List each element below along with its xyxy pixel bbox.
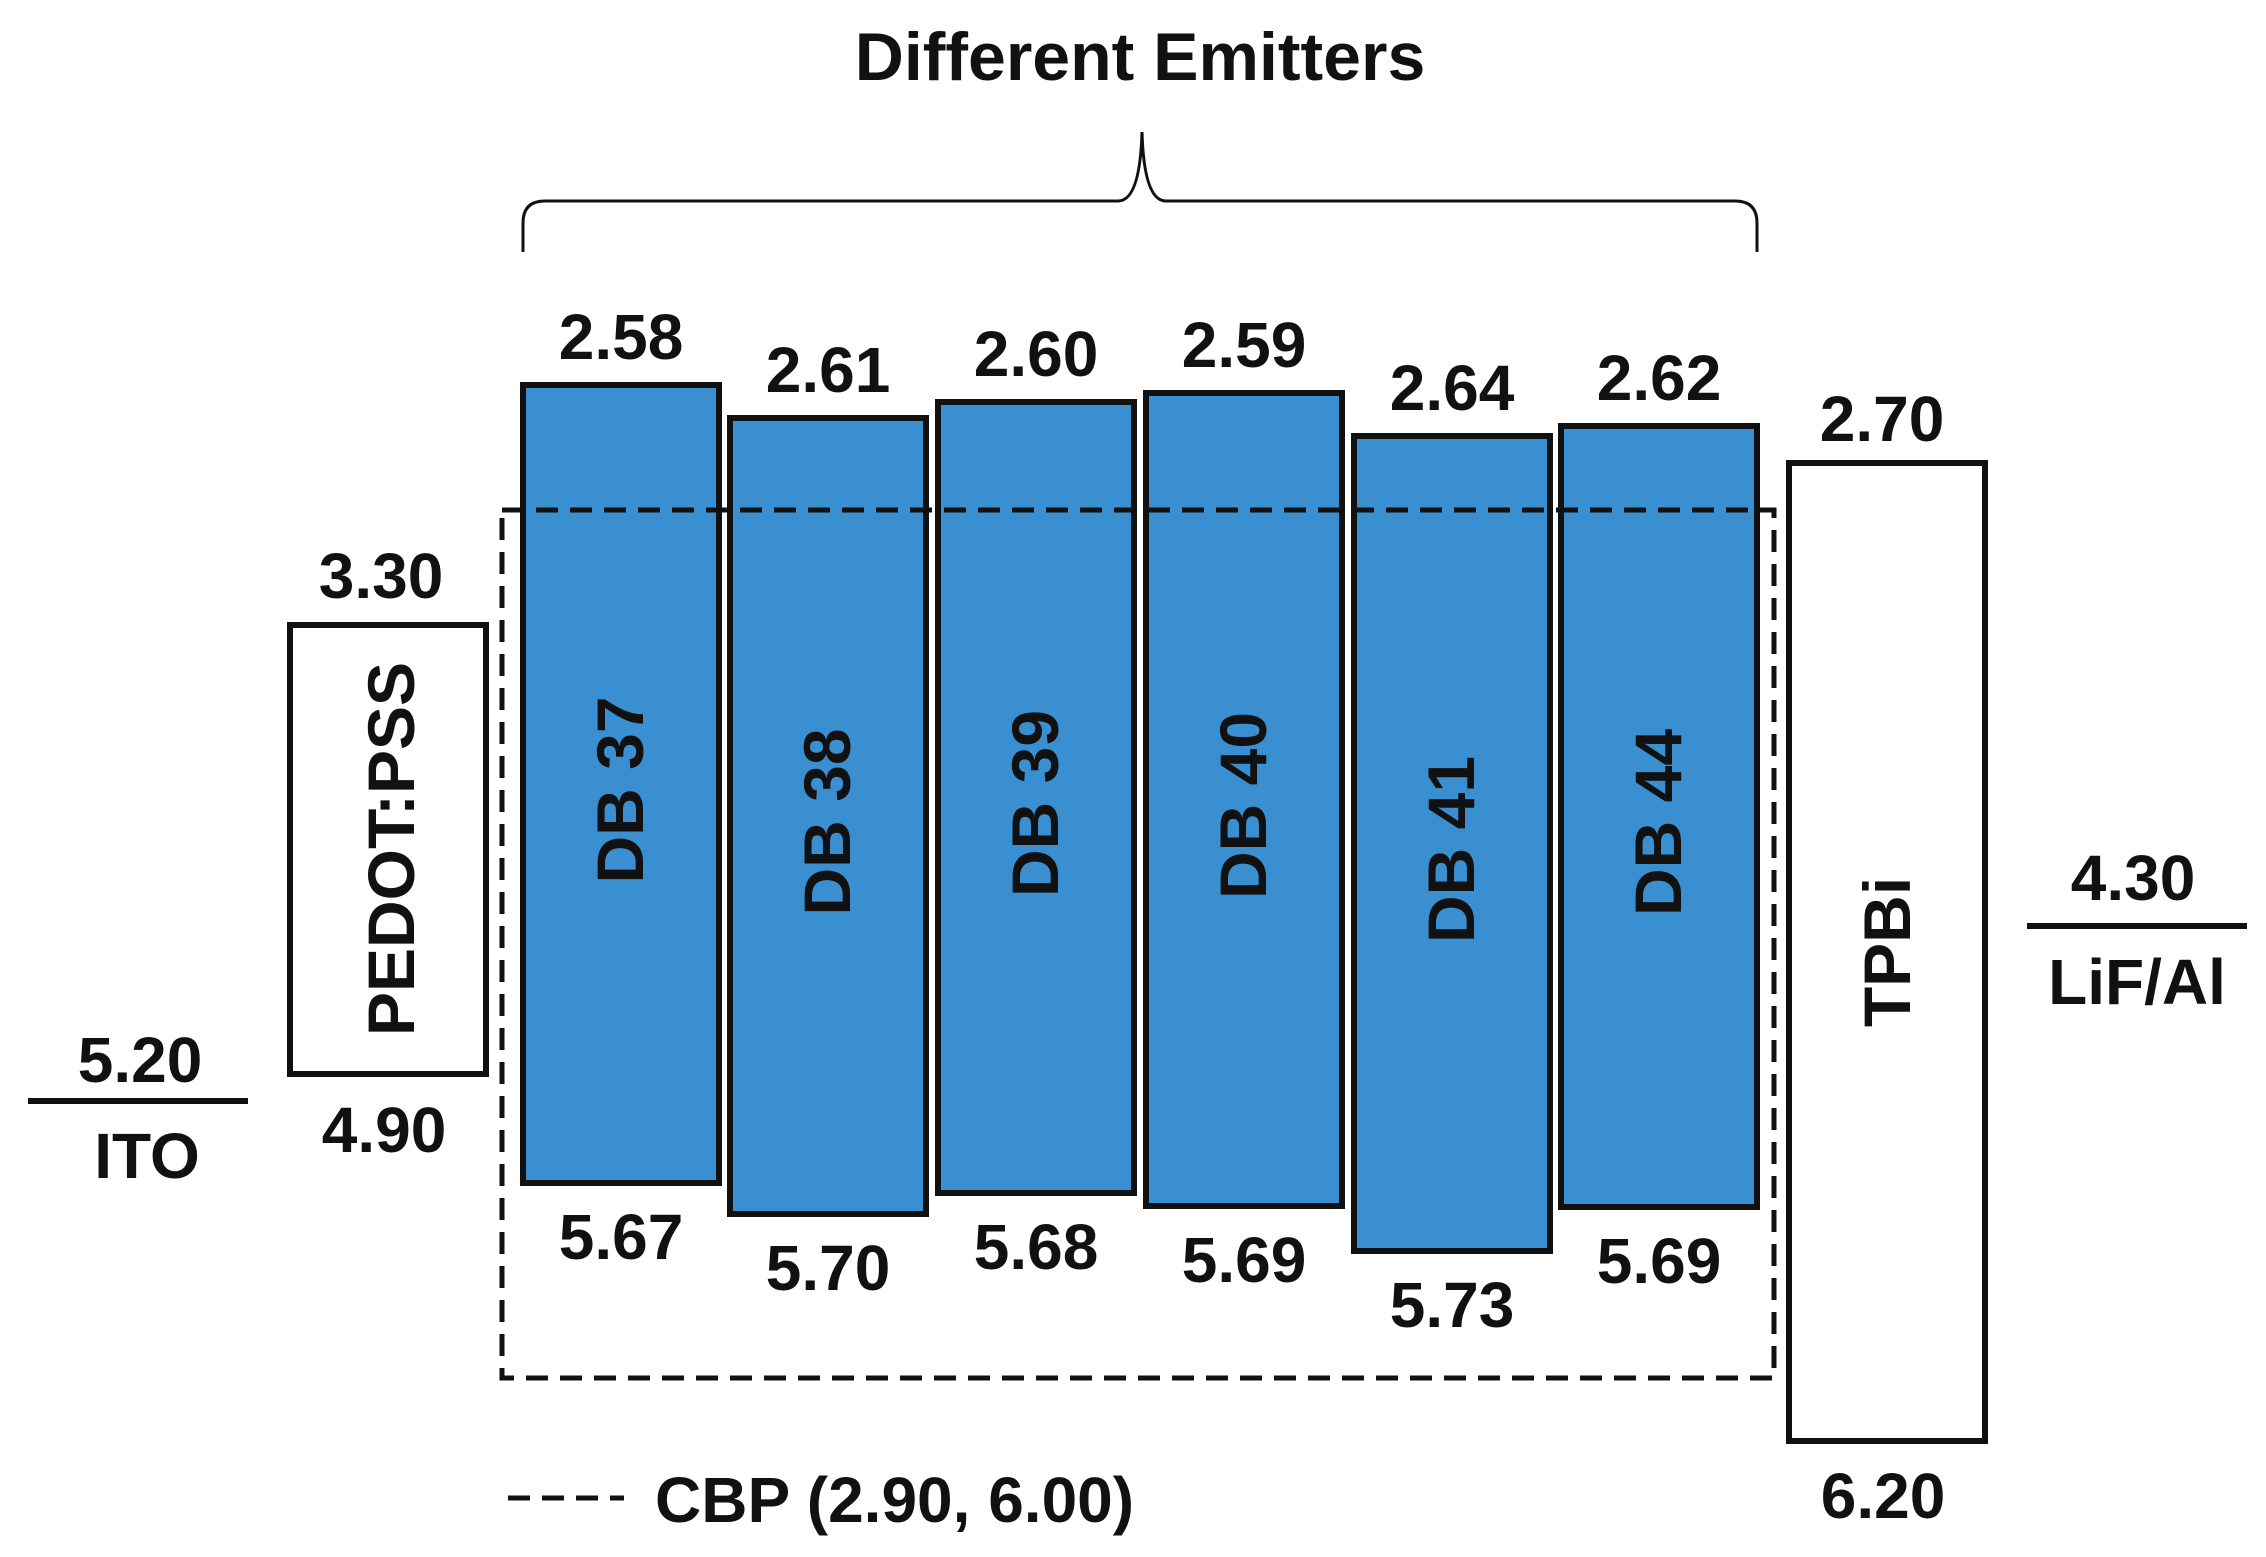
cbp-host-box [499,507,1777,1381]
emitter-label: DB 41 [1414,756,1488,943]
emitter-bar [727,415,929,1217]
emitter-homo-value: 5.69 [1182,1224,1307,1296]
emitters-brace [521,131,1759,252]
emitter-homo-value: 5.68 [974,1211,1099,1283]
emitter-lumo-value: 2.62 [1597,342,1722,414]
diagram-title: Different Emitters [855,19,1426,95]
emitter-bar [1143,390,1345,1209]
emitter-label: DB 40 [1206,712,1280,899]
tpbi-lumo-value: 2.70 [1820,383,1945,455]
pedot-homo-value: 4.90 [322,1094,447,1166]
tpbi-homo-value: 6.20 [1821,1460,1946,1532]
emitter-homo-value: 5.73 [1390,1269,1515,1341]
pedot-pss-label: PEDOT:PSS [354,662,428,1036]
emitter-lumo-value: 2.64 [1390,352,1515,424]
emitter-homo-value: 5.67 [559,1201,684,1273]
pedot-lumo-value: 3.30 [319,540,444,612]
emitter-label: DB 38 [790,728,864,915]
emitter-layers: DB 37 2.58 5.67 DB 38 2.61 5.70 DB 39 2.60 5.68 D… [520,301,1760,1341]
ito-level-value: 5.20 [78,1024,203,1096]
emitter-label: DB 37 [583,696,657,883]
cathode-level: 4.30 LiF/Al [2027,842,2247,1018]
pedot-pss-box [287,622,489,1077]
emitter-bar [1351,433,1553,1254]
emitter-homo-value: 5.69 [1597,1225,1722,1297]
emitter-label: DB 39 [998,710,1072,897]
cathode-level-value: 4.30 [2071,842,2196,914]
tpbi-layer: TPBi 2.70 6.20 [1786,383,1988,1532]
emitter-bar [520,382,722,1186]
legend: CBP (2.90, 6.00) [508,1464,1134,1536]
emitter-lumo-value: 2.60 [974,318,1099,390]
tpbi-label: TPBi [1850,877,1924,1027]
emitter-bar [1558,423,1760,1210]
emitter-bar [935,399,1137,1196]
cathode-label: LiF/Al [2048,946,2226,1018]
emitter-lumo-value: 2.59 [1182,309,1307,381]
ito-level: 5.20 ITO [28,1024,248,1192]
tpbi-box [1786,460,1988,1444]
emitter-lumo-value: 2.58 [559,301,684,373]
emitter-lumo-value: 2.61 [766,334,891,406]
pedot-pss-layer: PEDOT:PSS 3.30 4.90 [287,540,489,1166]
emitter-label: DB 44 [1621,729,1695,916]
emitter-homo-value: 5.70 [766,1232,891,1304]
legend-label: CBP (2.90, 6.00) [655,1464,1134,1536]
ito-label: ITO [94,1120,200,1192]
